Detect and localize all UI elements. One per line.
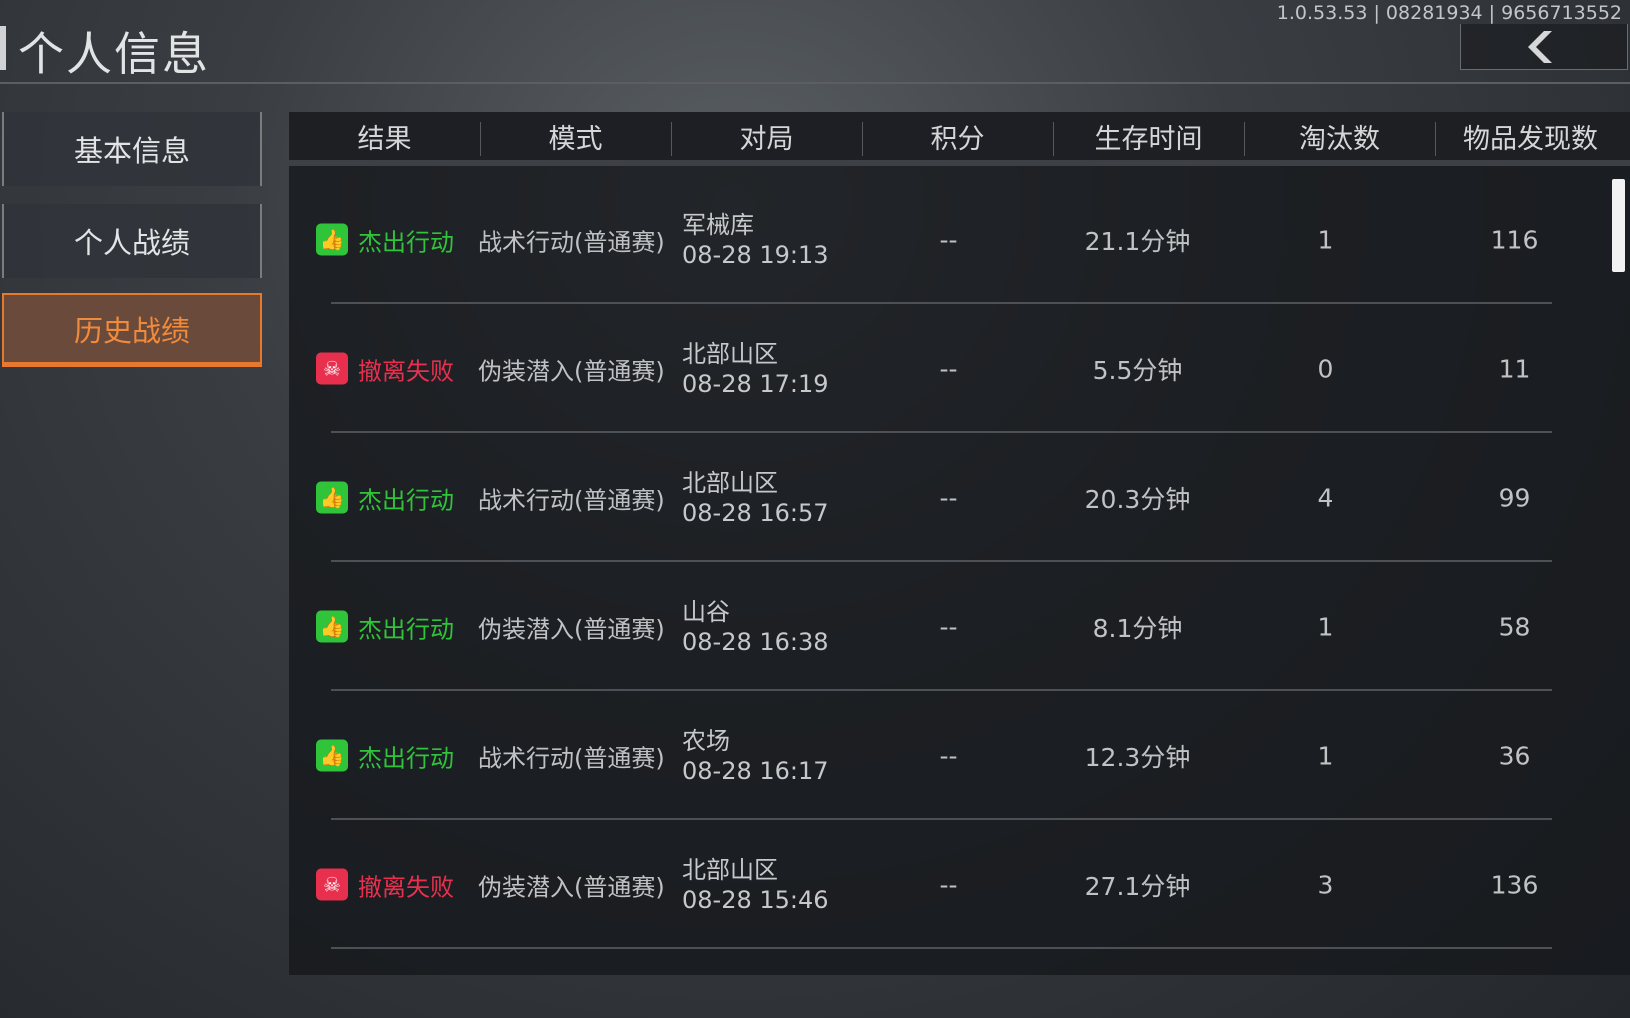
thumbs-up-icon: 👍 — [316, 481, 348, 514]
back-button[interactable] — [1460, 24, 1628, 70]
kills: 4 — [1317, 483, 1334, 512]
items-found: 58 — [1498, 612, 1531, 641]
sidebar-item-personal-record[interactable]: 个人战绩 — [2, 204, 262, 278]
mode: 伪装潜入(普通赛) — [478, 357, 665, 385]
column-header: 对局 — [671, 112, 862, 160]
kills: 1 — [1317, 225, 1334, 254]
match: 山谷 08-28 16:38 — [682, 597, 829, 657]
column-header: 积分 — [862, 112, 1053, 160]
row-divider — [331, 560, 1552, 562]
scrollbar[interactable] — [1612, 179, 1625, 272]
result-label: 撤离失败 — [358, 357, 454, 385]
thumbs-up-icon: 👍 — [316, 223, 348, 256]
map-name: 农场 — [682, 726, 730, 755]
history-table: 结果 模式 对局 积分 生存时间 淘汰数 物品发现数 👍 杰出行动 战术行动(普通赛) 军械… — [289, 112, 1630, 975]
table-row[interactable]: ☠ 撤离失败 伪装潜入(普通赛) 北部山区 08-28 17:19 -- 5.5分… — [289, 304, 1630, 433]
survival-time: 8.1分钟 — [1092, 613, 1183, 643]
chevron-left-icon — [1528, 30, 1552, 63]
map-name: 北部山区 — [682, 855, 778, 884]
kills: 1 — [1317, 612, 1334, 641]
header-bar: 个人信息 1.0.53.53 | 08281934 | 9656713552 — [0, 0, 1630, 84]
score: -- — [939, 483, 958, 512]
items-found: 99 — [1498, 483, 1531, 512]
result-label: 杰出行动 — [358, 486, 454, 514]
map-name: 山谷 — [682, 597, 730, 626]
match: 北部山区 08-28 16:57 — [682, 468, 829, 528]
survival-time: 5.5分钟 — [1092, 355, 1183, 385]
survival-time: 21.1分钟 — [1084, 226, 1191, 256]
skull-icon: ☠ — [316, 868, 348, 901]
column-header: 物品发现数 — [1435, 112, 1626, 160]
result-label: 杰出行动 — [358, 228, 454, 256]
result-label: 撤离失败 — [358, 873, 454, 901]
mode: 战术行动(普通赛) — [478, 228, 665, 256]
row-divider — [331, 689, 1552, 691]
column-header: 生存时间 — [1053, 112, 1244, 160]
thumbs-up-icon: 👍 — [316, 739, 348, 772]
items-found: 11 — [1498, 354, 1531, 383]
row-divider — [331, 431, 1552, 433]
kills: 0 — [1317, 354, 1334, 383]
match-time: 08-28 16:57 — [682, 498, 829, 527]
match-time: 08-28 16:38 — [682, 627, 829, 656]
table-header: 结果 模式 对局 积分 生存时间 淘汰数 物品发现数 — [289, 112, 1630, 166]
row-divider — [331, 947, 1552, 949]
result-label: 杰出行动 — [358, 744, 454, 772]
table-row[interactable]: ☠ 撤离失败 伪装潜入(普通赛) 北部山区 08-28 15:46 -- 27.1… — [289, 820, 1630, 949]
result-label: 杰出行动 — [358, 615, 454, 643]
survival-time: 20.3分钟 — [1084, 484, 1191, 514]
survival-time: 27.1分钟 — [1084, 871, 1191, 901]
sidebar-item-history-record[interactable]: 历史战绩 — [2, 293, 262, 367]
result: ☠ 撤离失败 — [316, 867, 454, 902]
items-found: 136 — [1490, 870, 1539, 899]
match-time: 08-28 17:19 — [682, 369, 829, 398]
result: 👍 杰出行动 — [316, 609, 454, 644]
mode: 伪装潜入(普通赛) — [478, 873, 665, 901]
mode: 战术行动(普通赛) — [478, 744, 665, 772]
result: 👍 杰出行动 — [316, 222, 454, 257]
table-row[interactable]: 👍 杰出行动 战术行动(普通赛) 北部山区 08-28 16:57 -- 20.3… — [289, 433, 1630, 562]
mode: 伪装潜入(普通赛) — [478, 615, 665, 643]
table-row[interactable]: 👍 杰出行动 伪装潜入(普通赛) 山谷 08-28 16:38 -- 8.1分钟 … — [289, 562, 1630, 691]
column-header: 淘汰数 — [1244, 112, 1435, 160]
version-info: 1.0.53.53 | 08281934 | 9656713552 — [1276, 2, 1622, 24]
row-divider — [331, 302, 1552, 304]
match-time: 08-28 16:17 — [682, 756, 829, 785]
row-divider — [331, 818, 1552, 820]
table-row[interactable]: 👍 杰出行动 战术行动(普通赛) 农场 08-28 16:17 -- 12.3分钟… — [289, 691, 1630, 820]
kills: 1 — [1317, 741, 1334, 770]
score: -- — [939, 225, 958, 254]
map-name: 北部山区 — [682, 468, 778, 497]
match: 北部山区 08-28 15:46 — [682, 855, 829, 915]
match: 军械库 08-28 19:13 — [682, 210, 829, 270]
map-name: 北部山区 — [682, 339, 778, 368]
column-header: 结果 — [357, 123, 412, 155]
match-time: 08-28 19:13 — [682, 240, 829, 269]
score: -- — [939, 741, 958, 770]
column-header: 模式 — [480, 112, 671, 160]
survival-time: 12.3分钟 — [1084, 742, 1191, 772]
result: 👍 杰出行动 — [316, 480, 454, 515]
thumbs-up-icon: 👍 — [316, 610, 348, 643]
sidebar-item-basic-info[interactable]: 基本信息 — [2, 112, 262, 186]
items-found: 36 — [1498, 741, 1531, 770]
score: -- — [939, 354, 958, 383]
result: ☠ 撤离失败 — [316, 351, 454, 386]
score: -- — [939, 870, 958, 899]
table-row[interactable]: 👍 杰出行动 战术行动(普通赛) 军械库 08-28 19:13 -- 21.1分… — [289, 175, 1630, 304]
match: 农场 08-28 16:17 — [682, 726, 829, 786]
match: 北部山区 08-28 17:19 — [682, 339, 829, 399]
match-time: 08-28 15:46 — [682, 885, 829, 914]
items-found: 116 — [1490, 225, 1539, 254]
map-name: 军械库 — [682, 210, 754, 239]
score: -- — [939, 612, 958, 641]
kills: 3 — [1317, 870, 1334, 899]
skull-icon: ☠ — [316, 352, 348, 385]
mode: 战术行动(普通赛) — [478, 486, 665, 514]
result: 👍 杰出行动 — [316, 738, 454, 773]
page-title: 个人信息 — [18, 27, 210, 81]
title-marker — [0, 26, 6, 70]
